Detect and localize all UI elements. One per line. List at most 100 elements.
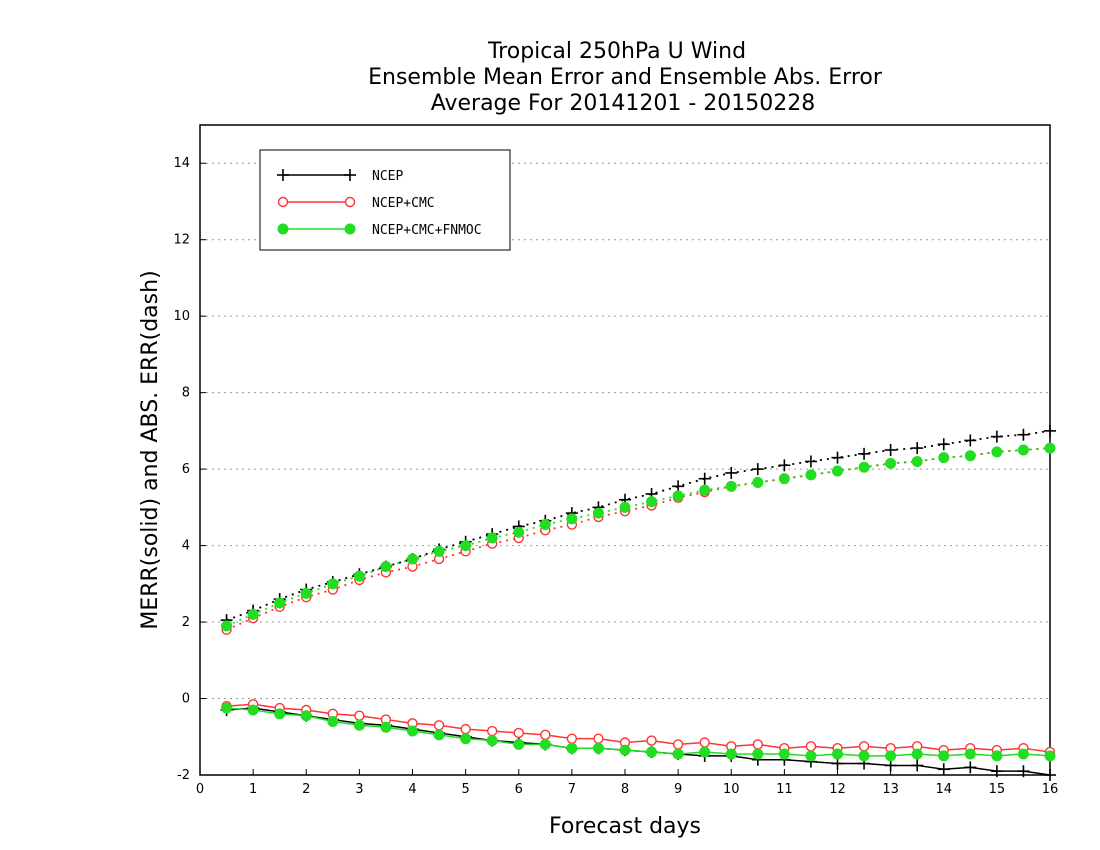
x-tick-label: 7 [568, 782, 576, 797]
abs-error-point [885, 457, 897, 469]
mean-error-point [964, 748, 976, 760]
mean-error-point [566, 742, 578, 754]
mean-error-point [1044, 750, 1056, 762]
abs-error-point [646, 496, 658, 508]
y-tick-label: 8 [182, 386, 190, 401]
mean-error-point [247, 704, 259, 716]
abs-error-point [327, 578, 339, 590]
x-axis: 0 1 2 3 4 5 6 7 8 9 10 11 12 13 14 15 16 [196, 769, 1058, 797]
mean-error-point [646, 746, 658, 758]
mean-error-point [354, 710, 365, 721]
x-tick-label: 1 [249, 782, 257, 797]
abs-error-point [725, 480, 737, 492]
mean-error-point [911, 748, 923, 760]
mean-error-point [619, 744, 631, 756]
y-axis: -2 0 2 4 6 8 10 12 14 [173, 156, 206, 783]
mean-error-point [938, 750, 950, 762]
gridlines [200, 162, 1050, 700]
abs-error-point [805, 469, 817, 481]
abs-error-point [964, 450, 976, 462]
abs-error-point [778, 459, 791, 472]
x-tick-label: 2 [302, 782, 310, 797]
mean-error-point [990, 765, 1003, 778]
abs-error-point [539, 519, 551, 531]
mean-error-point [1017, 748, 1029, 760]
mean-error-point [831, 757, 844, 770]
legend-marker [277, 169, 289, 181]
y-tick-label: 14 [173, 156, 190, 171]
abs-error-point [1017, 444, 1029, 456]
x-tick-label: 11 [776, 782, 793, 797]
title-line-3: Average For 20141201 - 20150228 [431, 91, 816, 116]
mean-error-point [646, 735, 657, 746]
abs-error-point [513, 526, 525, 538]
abs-error-point [858, 447, 871, 460]
series-ncep [220, 424, 1056, 781]
abs-error-point [672, 490, 684, 502]
abs-error-point [964, 434, 977, 447]
mean-error-point [486, 735, 498, 747]
legend-label: NCEP+CMC [372, 196, 435, 211]
mean-error-point [1017, 765, 1030, 778]
abs-error-point [300, 587, 312, 599]
abs-error-point [592, 507, 604, 519]
mean-error-point [460, 733, 472, 745]
y-tick-label: 2 [182, 615, 190, 630]
abs-error-point [221, 620, 233, 632]
abs-error-point [619, 501, 631, 513]
x-tick-label: 4 [408, 782, 416, 797]
abs-error-point [884, 444, 897, 456]
chart-title: Tropical 250hPa U Wind Ensemble Mean Err… [368, 39, 883, 116]
legend: NCEP NCEP+CMC NCEP+CMC+FNMOC [259, 149, 511, 251]
mean-error-point [699, 746, 711, 758]
abs-error-point [486, 532, 498, 544]
mean-error-point [353, 719, 365, 731]
legend-entry: NCEP [277, 169, 403, 184]
abs-error-point [1044, 424, 1056, 437]
legend-entry: NCEP+CMC [277, 196, 435, 211]
mean-error-point [752, 748, 764, 760]
abs-error-point [353, 570, 365, 582]
legend-marker [344, 196, 356, 208]
y-axis-label: MERR(solid) and ABS. ERR(dash) [138, 270, 163, 629]
title-line-2: Ensemble Mean Error and Ensemble Abs. Er… [368, 65, 883, 90]
mean-error-point [911, 759, 924, 772]
mean-error-point [513, 727, 524, 739]
legend-entry: NCEP+CMC+FNMOC [277, 223, 482, 238]
mean-error-point [433, 729, 445, 741]
legend-marker [344, 169, 356, 181]
abs-error-point [752, 477, 764, 488]
x-tick-label: 8 [621, 782, 629, 797]
x-tick-label: 12 [829, 782, 846, 797]
abs-error-point [991, 446, 1003, 458]
mean-error-point [300, 710, 312, 722]
y-tick-label: -2 [177, 768, 190, 783]
abs-error-point [751, 463, 764, 476]
x-tick-label: 13 [882, 782, 899, 797]
x-tick-label: 0 [196, 782, 204, 797]
abs-error-point [1044, 442, 1056, 454]
mean-error-point [1044, 769, 1056, 781]
abs-error-point [831, 451, 844, 464]
x-tick-label: 16 [1042, 782, 1059, 797]
mean-error-point [566, 733, 578, 744]
abs-error-point [937, 438, 950, 451]
mean-error-point [832, 748, 843, 760]
legend-items: NCEP NCEP+CMC NCEP+CMC+FNMOC [277, 169, 482, 238]
x-tick-label: 15 [989, 782, 1006, 797]
abs-error-point [832, 465, 843, 477]
mean-error-point [592, 742, 604, 754]
mean-error-point [672, 739, 684, 750]
abs-error-line [226, 447, 1051, 627]
mean-error-point [221, 702, 233, 714]
abs-error-point [380, 561, 392, 573]
abs-error-point [433, 545, 445, 557]
legend-label: NCEP [372, 169, 403, 184]
abs-error-point [407, 553, 418, 565]
mean-error-point [805, 741, 817, 752]
abs-error-line [226, 447, 1051, 631]
abs-error-point [460, 540, 472, 552]
abs-error-point [911, 455, 923, 467]
mean-error-point [486, 725, 498, 737]
